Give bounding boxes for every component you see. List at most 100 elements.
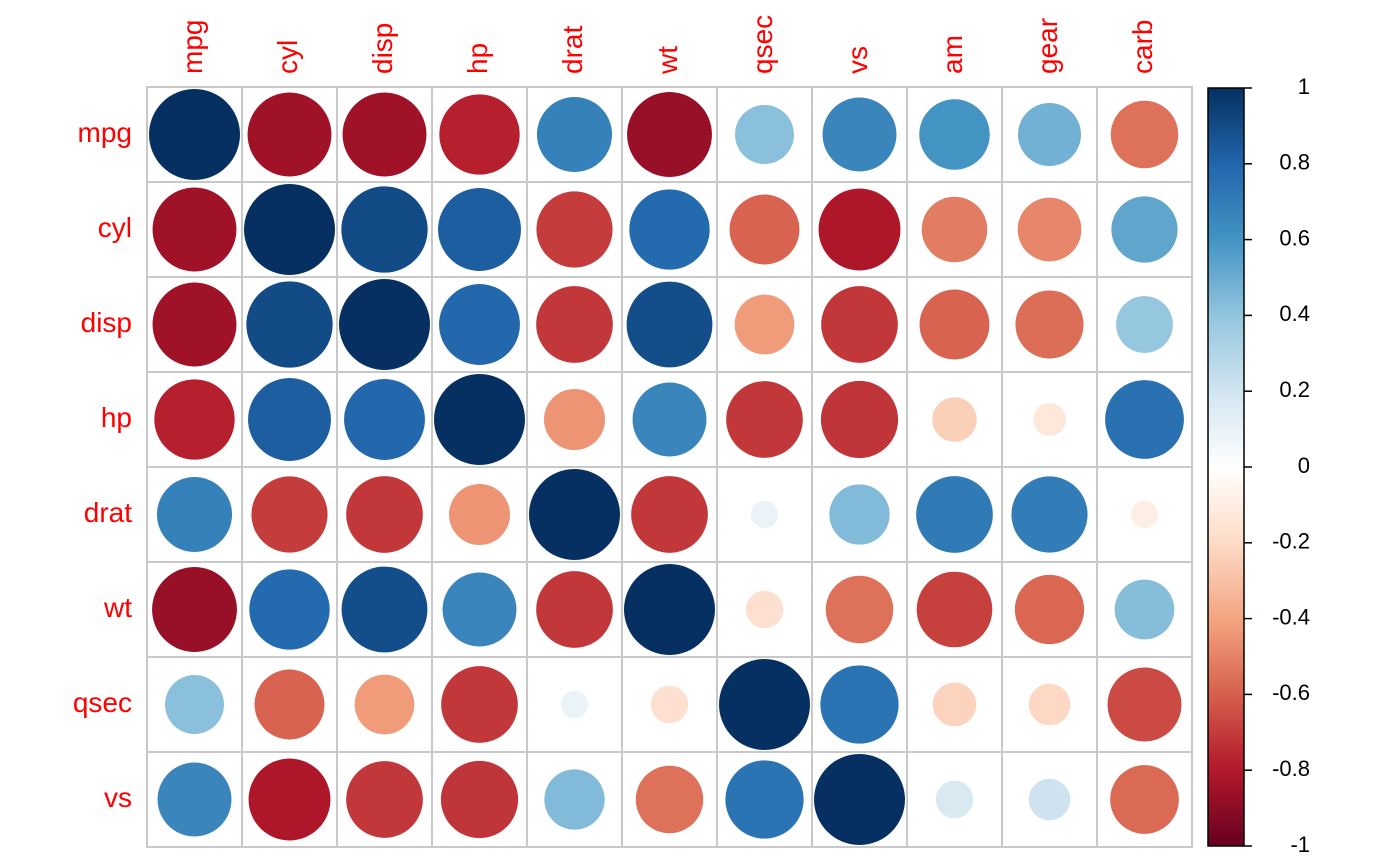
column-label-carb: carb: [1127, 20, 1158, 74]
colorbar-tick-label: -0.4: [1272, 604, 1310, 629]
correlation-circle-hp-mpg: [154, 379, 235, 460]
correlation-circle-vs-drat: [544, 769, 605, 830]
correlation-circle-mpg-mpg: [149, 89, 240, 180]
correlation-circle-hp-vs: [820, 380, 899, 459]
correlation-circle-vs-mpg: [157, 762, 232, 837]
column-label-drat: drat: [557, 26, 588, 74]
correlation-circle-cyl-carb: [1111, 196, 1178, 263]
correlation-circle-disp-wt: [626, 281, 713, 368]
correlation-circle-cyl-vs: [818, 188, 901, 271]
correlation-circle-wt-am: [916, 571, 993, 648]
correlation-circle-cyl-disp: [341, 186, 428, 273]
row-label-mpg: mpg: [78, 117, 132, 148]
row-labels: mpg cyl disp hp drat wt qsec vs: [73, 117, 132, 813]
correlation-circle-drat-carb: [1130, 500, 1159, 529]
column-label-vs: vs: [842, 46, 873, 74]
correlation-circle-wt-vs: [825, 575, 894, 644]
row-label-disp: disp: [81, 307, 132, 338]
colorbar: 1 0.8 0.6 0.4 0.2 0 -0.2 -0.4 -0.6 -0.8 -1: [1207, 74, 1310, 857]
correlation-circle-wt-gear: [1014, 574, 1085, 645]
row-label-qsec: qsec: [73, 687, 132, 718]
colorbar-tick-label: 1: [1298, 74, 1310, 99]
correlation-circle-qsec-wt: [650, 685, 689, 724]
column-label-hp: hp: [462, 43, 493, 74]
row-label-wt: wt: [103, 592, 132, 623]
correlation-circle-hp-carb: [1105, 380, 1184, 459]
correlation-circle-vs-wt: [635, 765, 704, 834]
correlation-circle-disp-drat: [536, 286, 613, 363]
correlation-circle-cyl-drat: [536, 191, 613, 268]
correlation-circle-disp-gear: [1015, 290, 1084, 359]
column-label-am: am: [937, 35, 968, 74]
correlation-circle-wt-cyl: [249, 569, 330, 650]
correlation-circle-hp-drat: [543, 388, 606, 451]
correlation-circle-hp-cyl: [248, 378, 331, 461]
correlation-circle-drat-disp: [346, 476, 423, 553]
colorbar-tick-label: -1: [1290, 832, 1310, 857]
cells: [149, 89, 1184, 845]
correlation-circle-drat-cyl: [251, 476, 328, 553]
colorbar-tick-label: 0.6: [1279, 225, 1310, 250]
correlation-circle-hp-gear: [1033, 403, 1066, 436]
correlation-circle-drat-am: [916, 476, 993, 553]
column-label-disp: disp: [367, 23, 398, 74]
column-label-wt: wt: [652, 46, 683, 75]
correlation-circle-mpg-am: [919, 99, 990, 170]
correlation-circle-wt-wt: [624, 564, 715, 655]
correlation-circle-cyl-gear: [1017, 197, 1082, 262]
correlation-circle-disp-carb: [1116, 296, 1173, 353]
correlation-circle-mpg-gear: [1017, 102, 1082, 167]
correlation-circle-disp-am: [919, 289, 990, 360]
row-label-drat: drat: [84, 497, 132, 528]
column-label-mpg: mpg: [177, 20, 208, 74]
correlation-circle-drat-wt: [631, 476, 708, 553]
column-label-gear: gear: [1032, 18, 1063, 74]
correlation-circle-qsec-mpg: [165, 675, 224, 734]
correlation-circle-qsec-qsec: [719, 659, 810, 750]
correlation-circle-vs-gear: [1028, 778, 1071, 821]
correlation-circle-drat-hp: [448, 483, 511, 546]
correlation-circle-vs-cyl: [248, 758, 331, 841]
correlation-circle-hp-hp: [434, 374, 525, 465]
column-labels: mpg cyl disp hp drat wt qsec vs am gear carb: [177, 15, 1158, 75]
correlation-circle-vs-hp: [440, 760, 519, 839]
correlation-circle-drat-qsec: [750, 500, 779, 529]
correlation-circle-hp-wt: [632, 382, 707, 457]
row-label-cyl: cyl: [98, 212, 132, 243]
correlation-circle-mpg-cyl: [247, 92, 332, 177]
correlation-circle-qsec-am: [932, 682, 977, 727]
correlation-circle-wt-mpg: [152, 567, 237, 652]
correlation-circle-hp-disp: [344, 379, 425, 460]
correlation-circle-mpg-qsec: [735, 105, 794, 164]
correlation-circle-cyl-hp: [438, 188, 521, 271]
correlation-circle-disp-vs: [821, 286, 898, 363]
colorbar-gradient: [1207, 87, 1245, 847]
column-label-cyl: cyl: [272, 40, 303, 74]
correlation-circle-wt-carb: [1114, 579, 1175, 640]
correlation-circle-disp-qsec: [734, 294, 795, 355]
correlation-circle-disp-cyl: [246, 281, 333, 368]
correlation-circle-mpg-carb: [1110, 100, 1179, 169]
correlation-circle-vs-am: [935, 780, 974, 819]
correlation-circle-disp-disp: [339, 279, 430, 370]
row-label-hp: hp: [101, 402, 132, 433]
correlation-circle-wt-hp: [442, 572, 517, 647]
colorbar-tick-label: -0.8: [1272, 756, 1310, 781]
correlation-circle-hp-am: [932, 397, 977, 442]
correlation-circle-wt-drat: [536, 571, 613, 648]
correlation-circle-qsec-disp: [354, 674, 415, 735]
correlation-circle-cyl-qsec: [729, 194, 800, 265]
correlation-circle-mpg-drat: [536, 96, 613, 173]
correlation-circle-qsec-carb: [1107, 667, 1182, 742]
correlation-circle-qsec-drat: [560, 690, 589, 719]
column-label-qsec: qsec: [747, 15, 778, 74]
correlation-circle-drat-vs: [829, 484, 890, 545]
correlation-circle-mpg-disp: [342, 92, 427, 177]
correlation-circle-mpg-hp: [439, 94, 520, 175]
correlation-circle-vs-carb: [1110, 765, 1179, 834]
correlation-circle-mpg-wt: [627, 92, 712, 177]
colorbar-tick-label: 0.4: [1279, 301, 1310, 326]
correlation-circle-qsec-hp: [441, 666, 518, 743]
row-label-vs: vs: [104, 782, 132, 813]
